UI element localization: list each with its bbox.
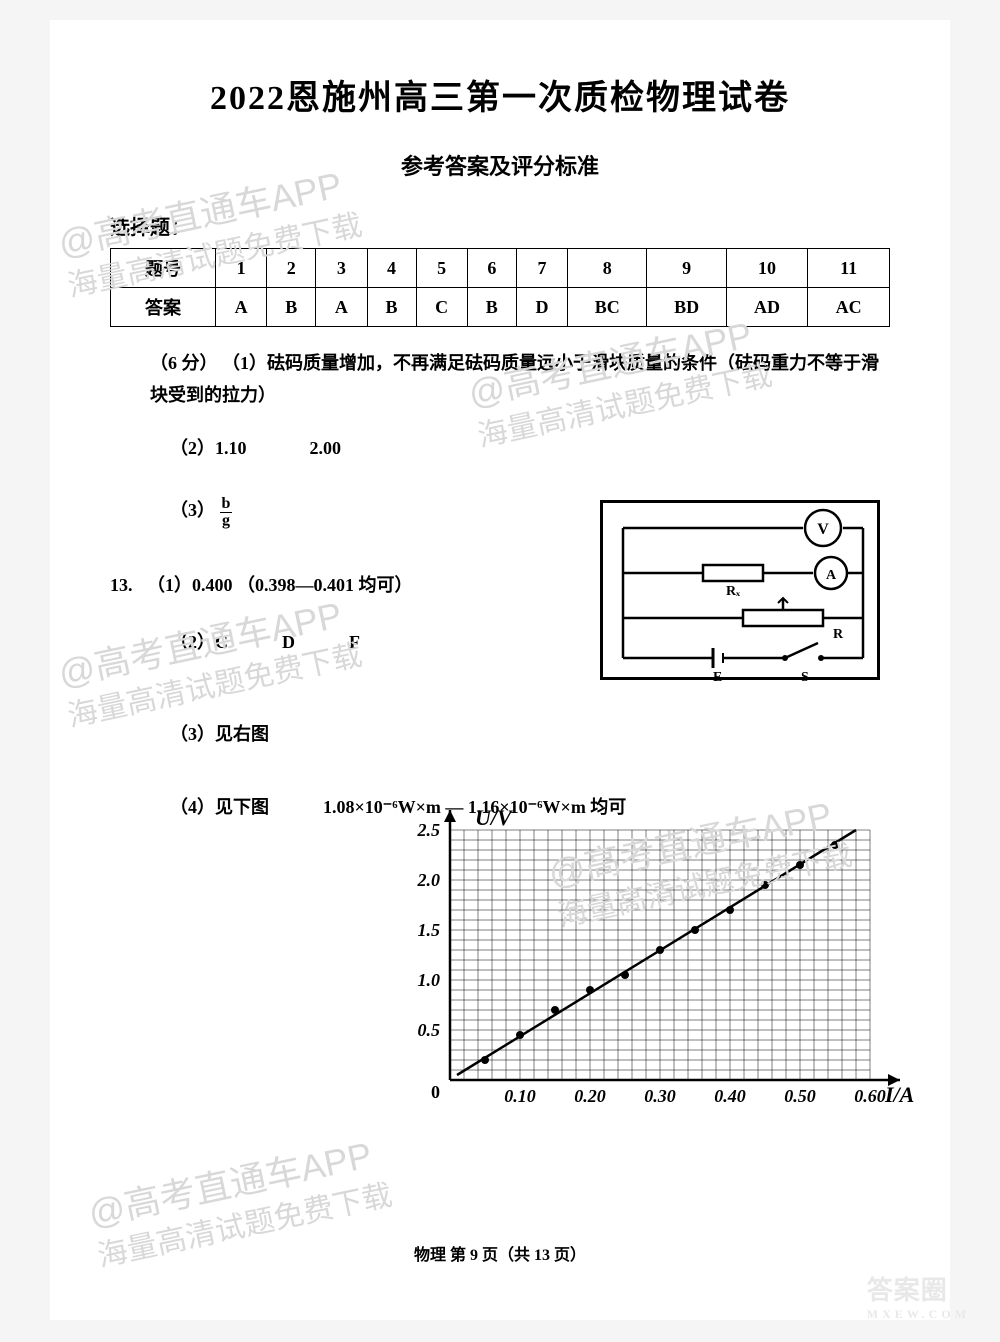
- q12-prefix: （6 分）: [150, 353, 218, 373]
- page-footer: 物理 第 9 页（共 13 页）: [50, 1241, 950, 1265]
- table-row-label: 答案: [111, 288, 216, 327]
- exam-page: 2022恩施州高三第一次质检物理试卷 参考答案及评分标准 选择题： 题号 1 2…: [50, 20, 950, 1320]
- answer-table: 题号 1 2 3 4 5 6 7 8 9 10 11 答案 A B A B C …: [110, 248, 890, 327]
- svg-text:1.0: 1.0: [418, 970, 441, 990]
- svg-text:S: S: [801, 670, 809, 683]
- svg-text:R: R: [833, 627, 844, 642]
- q13-label: 13.: [110, 575, 133, 595]
- q12: （6 分） （1）砝码质量增加，不再满足砝码质量远小于滑块质量的条件（砝码重力不…: [110, 347, 890, 412]
- svg-text:Rₓ: Rₓ: [726, 584, 741, 599]
- svg-text:0.40: 0.40: [714, 1086, 746, 1106]
- svg-text:0.30: 0.30: [644, 1086, 676, 1106]
- page-title: 2022恩施州高三第一次质检物理试卷: [110, 70, 890, 119]
- svg-text:0.50: 0.50: [784, 1086, 816, 1106]
- svg-text:E: E: [713, 670, 722, 683]
- q12-part2: （2）1.10 2.00: [110, 432, 890, 464]
- svg-text:0.60: 0.60: [854, 1086, 886, 1106]
- table-header-label: 题号: [111, 249, 216, 288]
- svg-text:0: 0: [431, 1082, 440, 1102]
- table-row-qnum: 题号 1 2 3 4 5 6 7 8 9 10 11: [111, 249, 890, 288]
- svg-text:2.5: 2.5: [417, 820, 441, 840]
- ui-graph: 0.5 1.0 1.5 2.0 2.5 0 0.10 0.20 0.30 0.40 0.50 0.60…: [380, 800, 940, 1120]
- svg-text:0.10: 0.10: [504, 1086, 536, 1106]
- svg-text:0.20: 0.20: [574, 1086, 606, 1106]
- fraction-b-over-g: b g: [220, 496, 233, 529]
- q12-part1: （1）砝码质量增加，不再满足砝码质量远小于滑块质量的条件（砝码重力不等于滑块受到…: [150, 353, 879, 405]
- q13-part1: （1）0.400 （0.398—0.401 均可）: [147, 575, 413, 595]
- svg-text:1.5: 1.5: [418, 920, 441, 940]
- svg-text:V: V: [817, 521, 829, 538]
- table-row-answers: 答案 A B A B C B D BC BD AD AC: [111, 288, 890, 327]
- svg-text:I/A: I/A: [884, 1082, 914, 1107]
- q13-part3: （3）见右图: [110, 718, 890, 750]
- circuit-diagram: V Rₓ A R E S: [600, 500, 880, 680]
- page-subtitle: 参考答案及评分标准: [110, 149, 890, 181]
- section-label: 选择题：: [110, 211, 890, 240]
- corner-logo: 答案圈 MXEW.COM: [867, 1270, 970, 1322]
- svg-text:U/V: U/V: [475, 805, 514, 830]
- svg-text:2.0: 2.0: [417, 870, 441, 890]
- svg-text:0.5: 0.5: [418, 1020, 441, 1040]
- svg-text:A: A: [826, 568, 837, 583]
